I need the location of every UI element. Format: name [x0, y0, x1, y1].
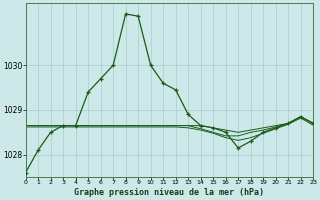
- X-axis label: Graphe pression niveau de la mer (hPa): Graphe pression niveau de la mer (hPa): [75, 188, 264, 197]
